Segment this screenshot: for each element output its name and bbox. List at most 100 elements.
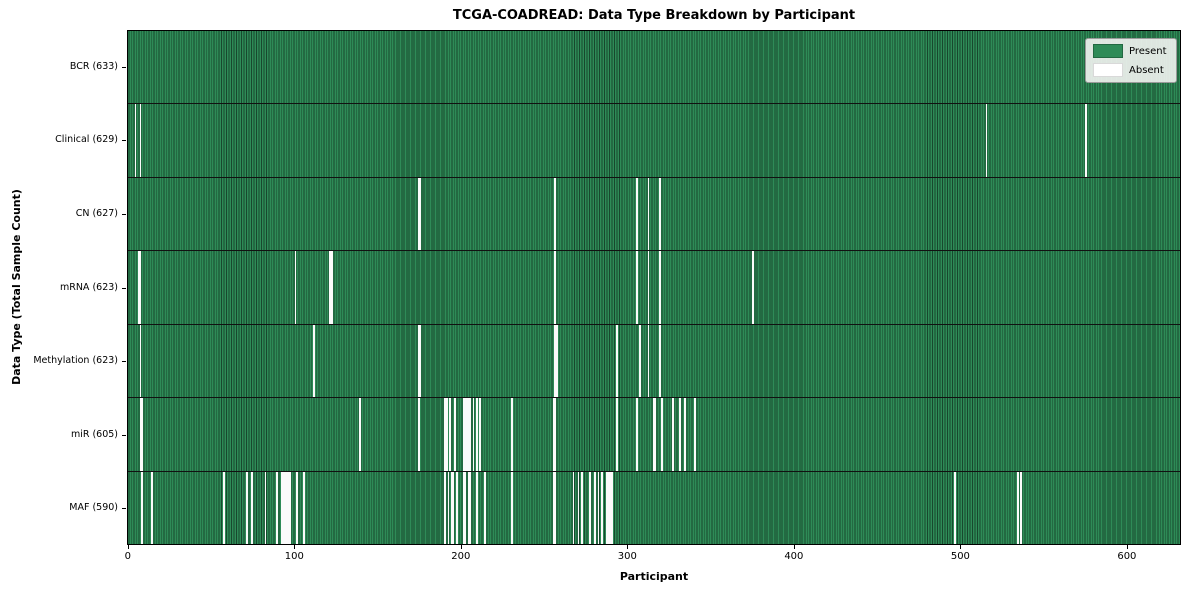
absent-mark (141, 471, 144, 544)
absent-mark (510, 471, 513, 544)
absent-mark (287, 471, 290, 544)
absent-mark (476, 398, 478, 471)
y-tick-mark (122, 434, 126, 436)
absent-mark (464, 471, 467, 544)
absent-mark (694, 398, 696, 471)
absent-mark (1020, 471, 1023, 544)
x-tick-mark (793, 545, 795, 549)
x-tick-mark (1126, 545, 1128, 549)
absent-mark (467, 471, 470, 544)
absent-mark (577, 471, 580, 544)
absent-mark (289, 471, 292, 544)
absent-mark (554, 324, 557, 398)
y-tick-label-mRNA: mRNA (623) (59, 281, 118, 293)
absent-mark (469, 398, 472, 471)
legend: Present Absent (1085, 38, 1177, 83)
absent-mark (639, 324, 641, 398)
absent-mark (276, 471, 278, 544)
absent-mark (679, 398, 681, 471)
absent-mark (1017, 471, 1019, 544)
absent-mark (359, 398, 362, 471)
absent-mark (985, 104, 988, 177)
x-tick-label-400: 400 (784, 551, 804, 562)
absent-mark (419, 324, 422, 398)
absent-mark (684, 398, 686, 471)
x-tick-label-0: 0 (124, 551, 132, 562)
absent-mark (476, 471, 478, 544)
absent-mark (141, 398, 144, 471)
absent-mark (302, 471, 305, 544)
absent-mark (660, 398, 663, 471)
absent-mark (139, 251, 142, 324)
absent-mark (139, 104, 142, 177)
y-tick-mark (122, 287, 126, 289)
absent-mark (296, 471, 298, 544)
absent-mark (331, 251, 333, 324)
absent-swatch-icon (1093, 63, 1123, 77)
y-tick-mark (122, 66, 126, 68)
row-MAF (128, 470, 1180, 544)
row-Clinical (128, 103, 1180, 177)
present-swatch-icon (1093, 44, 1123, 58)
absent-mark (580, 471, 583, 544)
y-tick-mark (122, 213, 126, 215)
y-tick-label-CN: CN (627) (75, 207, 118, 219)
x-tick-label-100: 100 (284, 551, 304, 562)
absent-mark (600, 471, 603, 544)
absent-mark (251, 471, 253, 544)
absent-mark (417, 324, 420, 398)
x-tick-label-200: 200 (451, 551, 471, 562)
absent-mark (555, 324, 558, 398)
absent-mark (589, 471, 592, 544)
row-Methylation (128, 323, 1180, 398)
legend-entry-absent: Absent (1093, 63, 1169, 77)
absent-mark (1085, 104, 1088, 177)
absent-mark (472, 398, 475, 471)
absent-mark (264, 471, 267, 544)
x-tick-label-300: 300 (617, 551, 637, 562)
absent-mark (672, 398, 675, 471)
absent-mark (444, 471, 447, 544)
absent-mark (282, 471, 285, 544)
absent-mark (222, 471, 225, 544)
x-tick-mark (960, 545, 962, 549)
absent-mark (607, 471, 610, 544)
absent-mark (467, 398, 470, 471)
chart-title: TCGA-COADREAD: Data Type Breakdown by Pa… (452, 8, 856, 23)
absent-mark (659, 251, 661, 324)
absent-mark (635, 177, 638, 251)
absent-mark (312, 324, 315, 398)
x-tick-label-500: 500 (950, 551, 970, 562)
absent-mark (597, 471, 600, 544)
y-tick-label-Methylation: Methylation (623) (33, 355, 118, 367)
absent-mark (294, 251, 297, 324)
absent-mark (479, 398, 482, 471)
row-BCR (128, 31, 1180, 104)
absent-mark (284, 471, 287, 544)
row-miR (128, 397, 1180, 471)
row-mRNA (128, 250, 1180, 324)
absent-mark (610, 471, 613, 544)
absent-mark (953, 471, 956, 544)
absent-mark (572, 471, 575, 544)
absent-mark (446, 398, 448, 471)
absent-mark (246, 471, 249, 544)
absent-mark (615, 324, 618, 398)
legend-entry-present: Present (1093, 44, 1169, 58)
absent-mark (484, 471, 487, 544)
absent-mark (647, 177, 650, 251)
plot-area (127, 30, 1181, 545)
absent-mark (594, 471, 597, 544)
absent-mark (462, 398, 465, 471)
absent-mark (647, 324, 650, 398)
x-tick-mark (294, 545, 296, 549)
absent-mark (454, 398, 457, 471)
y-tick-label-Clinical: Clinical (629) (55, 134, 118, 146)
absent-mark (456, 471, 458, 544)
x-tick-mark (127, 545, 129, 549)
absent-mark (469, 471, 472, 544)
absent-mark (419, 177, 422, 251)
legend-absent-label: Absent (1129, 64, 1164, 76)
absent-mark (659, 177, 661, 251)
